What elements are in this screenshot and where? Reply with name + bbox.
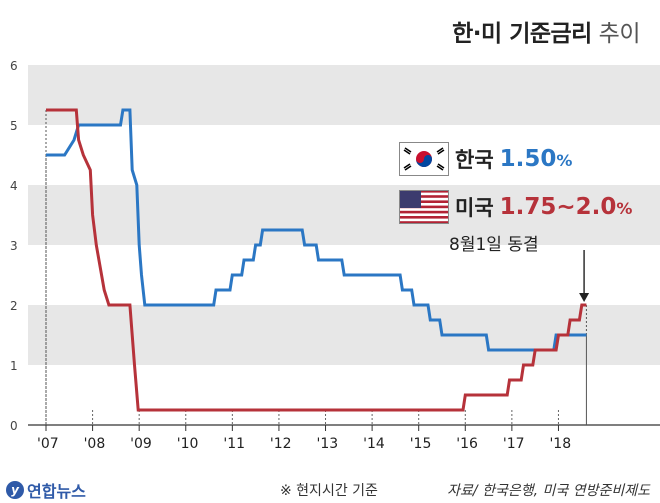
grid-bands <box>28 65 660 426</box>
y-tick-label: 0 <box>10 419 18 433</box>
y-tick-label: 1 <box>10 359 18 373</box>
y-axis-ticks: 0 1 2 3 4 5 6 <box>10 59 18 433</box>
x-tick-label: '07 <box>37 436 59 452</box>
x-tick-label: '15 <box>410 436 432 452</box>
x-tick-label: '18 <box>549 436 571 452</box>
x-tick-label: '16 <box>456 436 478 452</box>
legend-usa-label: 미국 <box>455 196 494 220</box>
legend-usa: 미국 1.75~2.0% <box>399 190 632 224</box>
y-tick-label: 2 <box>10 299 18 313</box>
grid-band-5 <box>28 65 660 125</box>
basis-note: ※ 현지시간 기준 <box>280 483 378 499</box>
title-bold: 한·미 기준금리 <box>452 21 592 47</box>
series-line-usa <box>46 108 587 412</box>
x-tick-label: '08 <box>84 436 106 452</box>
x-tick-label: '09 <box>130 436 152 452</box>
freeze-note: 8월1일 동결 <box>449 235 539 255</box>
legend-korea: 한국 1.50% <box>399 142 572 176</box>
x-tick-label: '12 <box>270 436 292 452</box>
logo-text: 연합뉴스 <box>27 482 86 501</box>
legend-korea-label: 한국 <box>455 148 494 172</box>
chart-title: 한·미 기준금리 추이 <box>452 14 640 48</box>
legend-korea-value: 1.50% <box>499 146 573 172</box>
x-axis-ticks: '07 '08 '09 '10 '11 '12 '13 '14 '15 '16 '17 '18 <box>37 425 571 452</box>
series-line-korea <box>46 108 587 352</box>
year-markers <box>45 110 587 425</box>
freeze-arrow <box>579 250 590 302</box>
x-tick-label: '10 <box>177 436 199 452</box>
legend-usa-value: 1.75~2.0% <box>499 194 633 220</box>
y-tick-label: 4 <box>10 179 18 193</box>
arrow-head <box>579 293 590 302</box>
logo: y 연합뉴스 <box>6 478 86 502</box>
flag-korea-icon <box>399 142 449 176</box>
x-tick-label: '14 <box>363 436 385 452</box>
logo-icon: y <box>6 481 24 499</box>
source-note: 자료/ 한국은행, 미국 연방준비제도 <box>447 483 650 499</box>
grid-band-3 <box>28 185 660 245</box>
x-tick-label: '13 <box>317 436 339 452</box>
series-lines <box>46 108 587 412</box>
y-tick-label: 6 <box>10 59 18 73</box>
x-tick-label: '11 <box>223 436 245 452</box>
title-light: 추이 <box>598 21 641 47</box>
x-tick-label: '17 <box>503 436 525 452</box>
y-tick-label: 5 <box>10 119 18 133</box>
flag-usa-icon <box>399 190 449 224</box>
y-tick-label: 3 <box>10 239 18 253</box>
